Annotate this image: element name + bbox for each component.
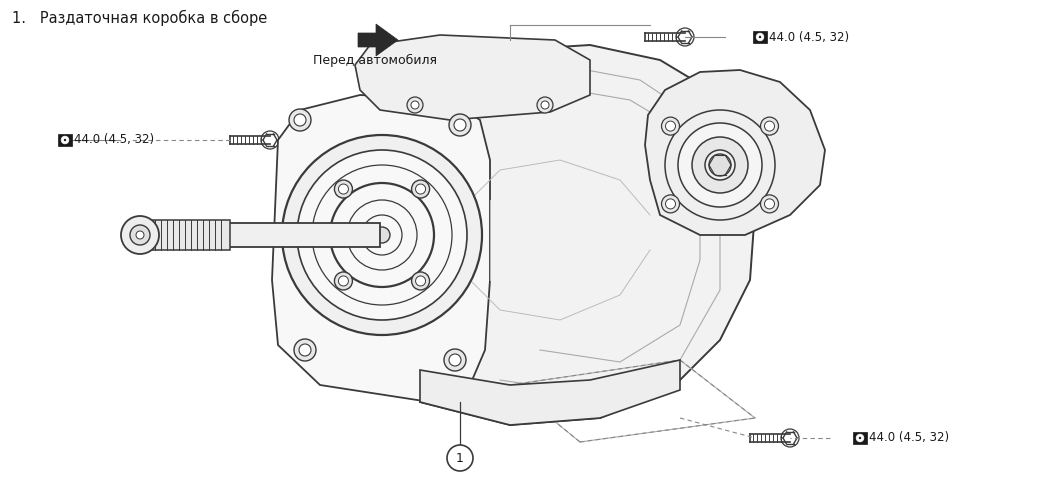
Circle shape — [338, 276, 348, 286]
Circle shape — [858, 437, 862, 439]
Circle shape — [282, 135, 482, 335]
Circle shape — [412, 272, 430, 290]
Circle shape — [454, 119, 466, 131]
Polygon shape — [272, 95, 490, 402]
Circle shape — [443, 349, 466, 371]
Circle shape — [411, 101, 419, 109]
Circle shape — [136, 231, 144, 239]
Text: 1: 1 — [456, 452, 464, 465]
Circle shape — [661, 117, 679, 135]
Polygon shape — [645, 70, 825, 235]
Circle shape — [347, 200, 417, 270]
Text: 44.0 (4.5, 32): 44.0 (4.5, 32) — [769, 31, 849, 44]
Circle shape — [678, 123, 762, 207]
Circle shape — [447, 445, 473, 471]
Circle shape — [761, 195, 779, 213]
Circle shape — [541, 101, 549, 109]
Text: 44.0 (4.5, 32): 44.0 (4.5, 32) — [74, 133, 154, 146]
Polygon shape — [355, 35, 590, 120]
Circle shape — [416, 184, 425, 194]
Bar — [140, 223, 380, 247]
Circle shape — [449, 114, 471, 136]
Text: 44.0 (4.5, 32): 44.0 (4.5, 32) — [869, 432, 950, 444]
Circle shape — [294, 114, 306, 126]
Circle shape — [312, 165, 452, 305]
Bar — [57, 134, 72, 146]
Circle shape — [692, 137, 748, 193]
Circle shape — [856, 434, 864, 442]
Circle shape — [64, 139, 66, 141]
Circle shape — [297, 150, 467, 320]
Circle shape — [373, 227, 390, 243]
Circle shape — [661, 195, 679, 213]
Circle shape — [294, 339, 316, 361]
Circle shape — [665, 110, 775, 220]
Circle shape — [765, 121, 775, 131]
Circle shape — [334, 180, 352, 198]
Circle shape — [416, 276, 425, 286]
Circle shape — [765, 199, 775, 209]
Polygon shape — [420, 360, 680, 425]
Circle shape — [407, 97, 423, 113]
Circle shape — [334, 272, 352, 290]
Circle shape — [705, 150, 735, 180]
Circle shape — [759, 36, 761, 38]
Circle shape — [121, 216, 159, 254]
Circle shape — [131, 225, 150, 245]
Circle shape — [665, 121, 676, 131]
Circle shape — [761, 117, 779, 135]
Circle shape — [62, 136, 69, 144]
Circle shape — [537, 97, 553, 113]
Circle shape — [362, 215, 402, 255]
Circle shape — [299, 344, 311, 356]
Bar — [140, 220, 230, 250]
Bar — [753, 31, 767, 43]
Polygon shape — [415, 45, 755, 425]
Circle shape — [665, 199, 676, 209]
Circle shape — [330, 183, 434, 287]
Circle shape — [449, 354, 460, 366]
Bar — [853, 432, 867, 444]
Text: Перед автомобиля: Перед автомобиля — [313, 53, 437, 67]
Circle shape — [338, 184, 348, 194]
Circle shape — [756, 33, 764, 41]
Polygon shape — [358, 24, 398, 56]
Circle shape — [412, 180, 430, 198]
Text: 1.   Раздаточная коробка в сборе: 1. Раздаточная коробка в сборе — [12, 10, 267, 26]
Circle shape — [289, 109, 311, 131]
Circle shape — [709, 154, 731, 176]
